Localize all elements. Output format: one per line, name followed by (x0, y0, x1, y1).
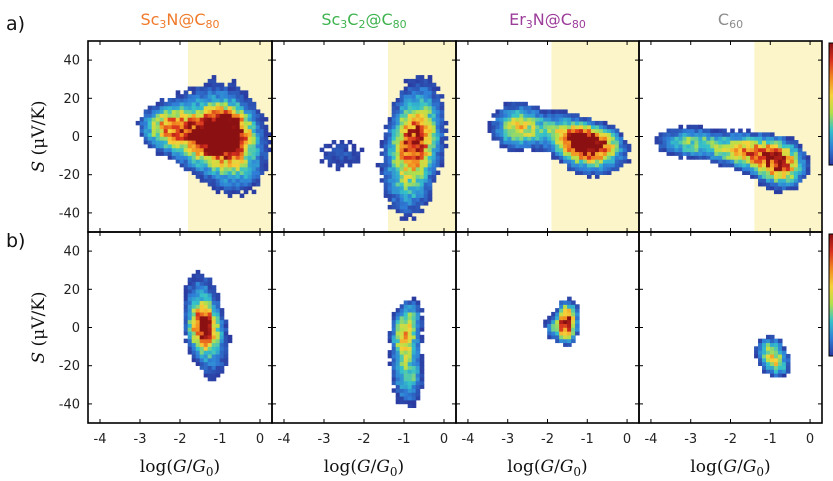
x-axis-label-sc3c2: log(G/G0) (324, 457, 404, 479)
column-title-sc3c2: Sc3C2@C80 (321, 10, 406, 31)
panel-b-er3n (543, 296, 580, 347)
ytick-label: -40 (59, 206, 80, 221)
panel-a-c60 (654, 41, 822, 232)
density-map-a-sc3c2 (319, 75, 449, 221)
xtick-label: -3 (134, 432, 147, 447)
column-title-er3n: Er3N@C80 (509, 10, 586, 31)
x-axis-label-sc3n: log(G/G0) (140, 457, 220, 479)
xtick-label: -1 (764, 432, 777, 447)
panel-frame-b-sc3c2 (271, 231, 457, 424)
y-axis-label-a: S (μV/K) (29, 100, 49, 172)
y-axis-label-b: S (μV/K) (29, 291, 49, 363)
density-map-b-sc3n (183, 269, 233, 382)
xtick-label: 0 (440, 432, 448, 447)
xtick-label: -4 (94, 432, 107, 447)
panel-b-c60 (754, 334, 791, 378)
density-map-a-er3n (487, 101, 632, 179)
ytick-label: 40 (63, 54, 80, 69)
density-map-a-sc3n (135, 75, 272, 198)
xtick-label: -4 (644, 432, 657, 447)
plot-grid: Sc3N@C80 Sc3C2@C80 Er3N@C80 C60-40-2002040S… (29, 10, 833, 479)
panel-frame-b-c60 (638, 231, 823, 424)
panel-a-sc3c2 (319, 41, 456, 232)
ytick-label: 40 (63, 245, 80, 260)
colorbar-a (828, 42, 833, 166)
xtick-label: -3 (684, 432, 697, 447)
panel-b-sc3n (183, 269, 233, 382)
density-map-a-c60 (654, 124, 811, 195)
panel-b-sc3c2 (387, 296, 425, 409)
xtick-label: -2 (541, 432, 554, 447)
xtick-label: -2 (358, 432, 371, 447)
xtick-label: -1 (398, 432, 411, 447)
column-title-sc3n: Sc3N@C80 (140, 10, 219, 31)
xtick-label: -3 (501, 432, 514, 447)
colorbar-b (828, 233, 833, 357)
xtick-label: -1 (214, 432, 227, 447)
xtick-label: -3 (318, 432, 331, 447)
density-map-b-sc3c2 (387, 296, 425, 409)
ytick-label: 20 (63, 92, 80, 107)
panel-frame-b-sc3n (87, 231, 273, 424)
panel-a-er3n (487, 41, 639, 232)
x-axis-label-er3n: log(G/G0) (507, 457, 587, 479)
xtick-label: -4 (461, 432, 474, 447)
ytick-label: -40 (59, 397, 80, 412)
column-title-c60: C60 (718, 10, 743, 31)
density-map-b-c60 (754, 334, 791, 378)
panel-label-b: b) (6, 230, 25, 252)
density-map-b-er3n (543, 296, 580, 347)
panel-label-a: a) (6, 13, 25, 35)
xtick-label: -1 (581, 432, 594, 447)
xtick-label: 0 (256, 432, 264, 447)
ytick-label: 20 (63, 283, 80, 298)
xtick-label: 0 (806, 432, 814, 447)
xtick-label: 0 (623, 432, 631, 447)
xtick-label: -4 (278, 432, 291, 447)
xtick-label: -2 (724, 432, 737, 447)
figure-labels: a) b) (6, 13, 25, 252)
ytick-label: 0 (72, 130, 80, 145)
panel-a-sc3n (135, 41, 272, 232)
xtick-label: -2 (174, 432, 187, 447)
ytick-label: -20 (59, 168, 80, 183)
ytick-label: 0 (72, 321, 80, 336)
ytick-label: -20 (59, 359, 80, 374)
x-axis-label-c60: log(G/G0) (690, 457, 770, 479)
